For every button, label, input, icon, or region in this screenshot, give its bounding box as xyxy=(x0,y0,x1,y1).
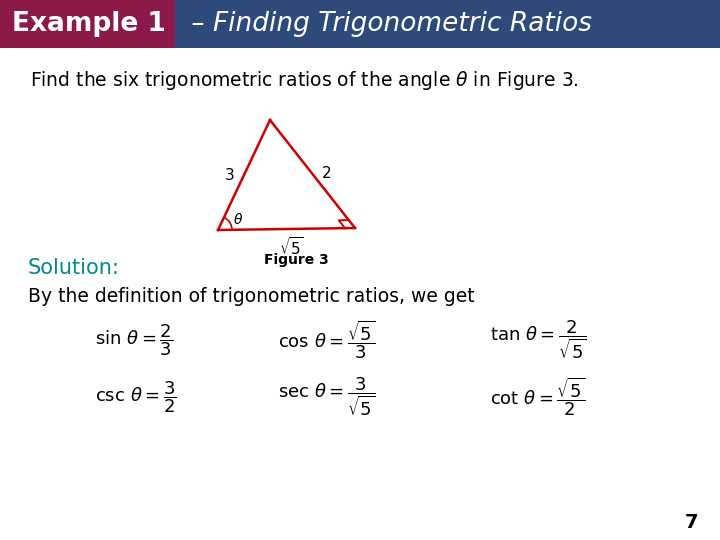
Text: 7: 7 xyxy=(685,512,698,531)
Text: $\cot\,\theta = \dfrac{\sqrt{5}}{2}$: $\cot\,\theta = \dfrac{\sqrt{5}}{2}$ xyxy=(490,376,585,418)
Text: $\tan\,\theta = \dfrac{2}{\sqrt{5}}$: $\tan\,\theta = \dfrac{2}{\sqrt{5}}$ xyxy=(490,319,587,361)
Bar xyxy=(0,0,175,48)
Text: Find the six trigonometric ratios of the angle $\theta$ in Figure 3.: Find the six trigonometric ratios of the… xyxy=(30,69,579,91)
Text: $\sin\,\theta = \dfrac{2}{3}$: $\sin\,\theta = \dfrac{2}{3}$ xyxy=(95,322,174,358)
Text: By the definition of trigonometric ratios, we get: By the definition of trigonometric ratio… xyxy=(28,287,474,306)
Text: Solution:: Solution: xyxy=(28,258,120,278)
Text: 3: 3 xyxy=(225,167,235,183)
Bar xyxy=(175,0,720,48)
Text: 2: 2 xyxy=(322,166,331,181)
Text: $\sec\,\theta = \dfrac{3}{\sqrt{5}}$: $\sec\,\theta = \dfrac{3}{\sqrt{5}}$ xyxy=(278,376,376,418)
Text: $\cos\,\theta = \dfrac{\sqrt{5}}{3}$: $\cos\,\theta = \dfrac{\sqrt{5}}{3}$ xyxy=(278,319,376,361)
Text: Example 1: Example 1 xyxy=(12,11,166,37)
Text: Figure 3: Figure 3 xyxy=(264,253,329,267)
Text: $\csc\,\theta = \dfrac{3}{2}$: $\csc\,\theta = \dfrac{3}{2}$ xyxy=(95,379,176,415)
Text: – Finding Trigonometric Ratios: – Finding Trigonometric Ratios xyxy=(183,11,592,37)
Text: $\sqrt{5}$: $\sqrt{5}$ xyxy=(279,236,304,258)
Text: $\theta$: $\theta$ xyxy=(233,213,243,227)
